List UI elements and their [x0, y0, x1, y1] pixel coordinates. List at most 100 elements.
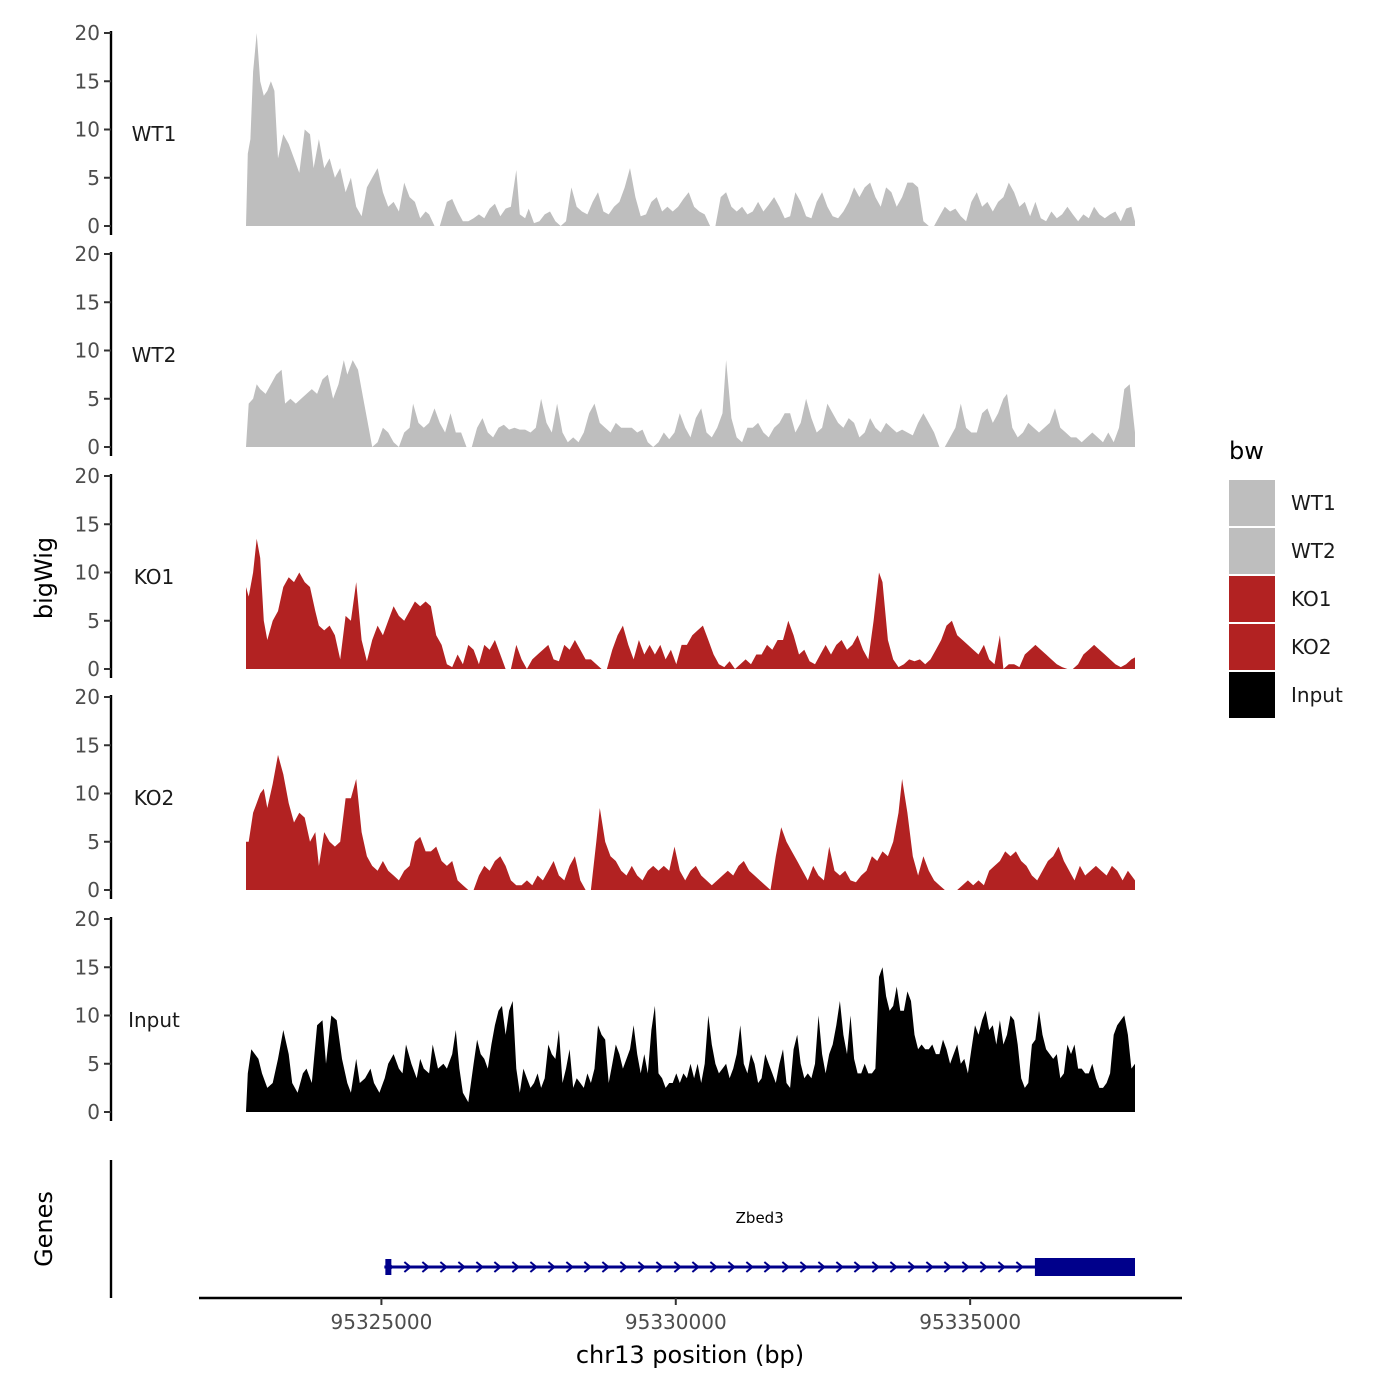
signal-area: [246, 33, 1135, 226]
y-tick-label: 15: [75, 733, 100, 757]
y-tick-label: 20: [75, 21, 100, 45]
track-label: WT2: [132, 343, 177, 367]
legend-swatch: [1229, 528, 1275, 574]
gene-name-label: Zbed3: [736, 1209, 784, 1227]
track-label: Input: [128, 1008, 180, 1032]
strand-arrow: [1015, 1261, 1024, 1273]
strand-arrow: [943, 1261, 952, 1273]
y-tick-label: 0: [87, 878, 100, 902]
strand-arrow: [565, 1261, 574, 1273]
legend-label: WT2: [1291, 539, 1336, 563]
y-tick-label: 20: [75, 464, 100, 488]
y-tick-label: 5: [87, 830, 100, 854]
legend-title: bw: [1229, 437, 1264, 465]
legend-swatch: [1229, 576, 1275, 622]
y-tick-label: 10: [75, 118, 100, 142]
y-tick-label: 0: [87, 1100, 100, 1124]
strand-arrow: [655, 1261, 664, 1273]
y-tick-label: 5: [87, 387, 100, 411]
strand-arrow: [781, 1261, 790, 1273]
strand-arrow: [547, 1261, 556, 1273]
strand-arrow: [961, 1261, 970, 1273]
strand-arrow: [691, 1261, 700, 1273]
y-tick-label: 5: [87, 1052, 100, 1076]
strand-arrow: [601, 1261, 610, 1273]
track-wt2: 0 5 10 15 20 WT2: [75, 242, 1135, 459]
strand-arrow: [727, 1261, 736, 1273]
y-tick-label: 5: [87, 166, 100, 190]
y-tick-label: 15: [75, 955, 100, 979]
strand-arrow: [835, 1261, 844, 1273]
strand-arrow: [745, 1261, 754, 1273]
gene-track: Genes Zbed3: [30, 1160, 1135, 1298]
legend: bw WT1 WT2 KO1 KO2 Input: [1229, 437, 1343, 718]
strand-arrow: [457, 1261, 466, 1273]
strand-arrow: [421, 1261, 430, 1273]
strand-arrow: [979, 1261, 988, 1273]
y-tick-label: 10: [75, 782, 100, 806]
track-label: WT1: [132, 122, 177, 146]
strand-arrow: [511, 1261, 520, 1273]
legend-swatch: [1229, 672, 1275, 718]
legend-label: Input: [1291, 683, 1343, 707]
signal-area: [246, 360, 1135, 447]
gene-utr-exon: [385, 1259, 392, 1275]
strand-arrow: [871, 1261, 880, 1273]
y-tick-label: 20: [75, 242, 100, 266]
x-tick-label: 95335000: [919, 1310, 1021, 1334]
track-input: 0 5 10 15 20 Input: [75, 907, 1135, 1124]
y-tick-label: 0: [87, 214, 100, 238]
track-ko1: 0 5 10 15 20 KO1: [75, 464, 1135, 681]
track-wt1: 0 5 10 15 20 WT1: [75, 21, 1135, 238]
legend-swatch: [1229, 480, 1275, 526]
signal-area: [246, 538, 1135, 669]
y-tick-label: 0: [87, 657, 100, 681]
strand-arrow: [925, 1261, 934, 1273]
strand-arrow: [673, 1261, 682, 1273]
legend-label: KO1: [1291, 587, 1332, 611]
y-tick-label: 10: [75, 561, 100, 585]
track-ko2: 0 5 10 15 20 KO2: [75, 685, 1135, 902]
signal-area: [246, 754, 1135, 890]
legend-label: WT1: [1291, 491, 1336, 515]
y-tick-label: 0: [87, 435, 100, 459]
strand-arrow: [709, 1261, 718, 1273]
strand-arrow: [529, 1261, 538, 1273]
strand-arrow: [907, 1261, 916, 1273]
y-tick-label: 10: [75, 339, 100, 363]
track-label: KO2: [134, 786, 175, 810]
strand-arrow: [637, 1261, 646, 1273]
y-tick-label: 15: [75, 69, 100, 93]
track-label: KO1: [134, 565, 175, 589]
y-tick-label: 5: [87, 609, 100, 633]
signal-area: [246, 967, 1135, 1112]
y-tick-label: 15: [75, 512, 100, 536]
strand-arrow: [763, 1261, 772, 1273]
strand-arrow: [889, 1261, 898, 1273]
x-axis: chr13 position (bp) 95325000 95330000 9533…: [199, 1296, 1182, 1369]
strand-arrow: [493, 1261, 502, 1273]
y-tick-label: 10: [75, 1004, 100, 1028]
signal-tracks: 0 5 10 15 20 WT1 0 5 10 15 20 WT2 0 5 10 15 20 KO1 0 5 10 15 2…: [75, 21, 1135, 1124]
y-axis-title: bigWig: [30, 537, 58, 619]
x-axis-title: chr13 position (bp): [576, 1341, 804, 1369]
x-tick-label: 95330000: [625, 1310, 727, 1334]
strand-arrow: [817, 1261, 826, 1273]
y-tick-label: 20: [75, 907, 100, 931]
strand-arrow: [853, 1261, 862, 1273]
strand-arrow: [475, 1261, 484, 1273]
strand-arrow: [997, 1261, 1006, 1273]
gene-coding-exon: [1034, 1258, 1135, 1276]
strand-arrow: [619, 1261, 628, 1273]
gene-track-title: Genes: [30, 1191, 58, 1267]
strand-arrow: [799, 1261, 808, 1273]
legend-label: KO2: [1291, 635, 1332, 659]
strand-arrow: [439, 1261, 448, 1273]
x-tick-label: 95325000: [331, 1310, 433, 1334]
strand-arrow: [385, 1261, 394, 1273]
y-tick-label: 15: [75, 290, 100, 314]
y-tick-label: 20: [75, 685, 100, 709]
strand-arrow: [403, 1261, 412, 1273]
